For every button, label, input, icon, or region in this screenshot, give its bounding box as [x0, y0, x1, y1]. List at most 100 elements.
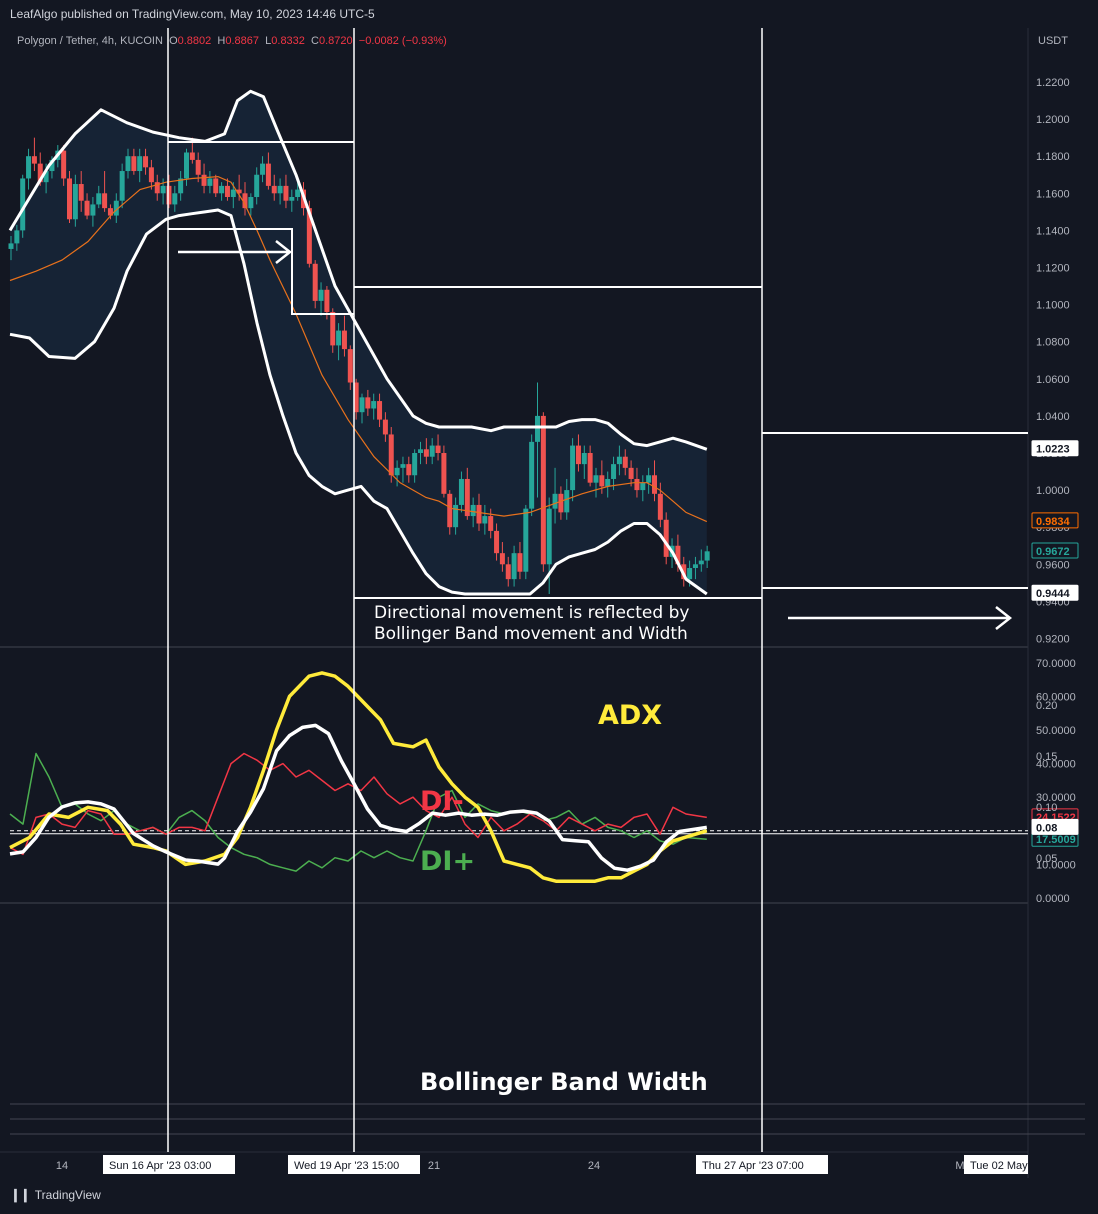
candle-body: [464, 478, 470, 517]
candle-body: [295, 189, 301, 198]
ohlc-high-label: H: [217, 35, 226, 47]
time-tick-label: M: [955, 1160, 964, 1172]
candle-body: [119, 171, 125, 201]
price-tick-label: 0.9600: [1036, 559, 1070, 571]
bollinger-upper-band: [8, 89, 708, 451]
candle-body: [43, 171, 49, 183]
bbw-value-label-box: [1031, 818, 1079, 835]
candle-body: [90, 204, 96, 216]
price-tick-label: 1.0000: [1036, 485, 1070, 497]
candle-body: [14, 230, 20, 244]
price-axis-unit: USDT: [1038, 35, 1068, 47]
candle-body: [429, 445, 435, 457]
adx-tick-label: 40.0000: [1036, 759, 1076, 771]
candle-body: [137, 156, 143, 172]
time-marker-label: Thu 27 Apr '23 07:00: [702, 1160, 804, 1172]
candle-body: [447, 493, 453, 528]
candle-body: [535, 415, 540, 442]
candle-body: [102, 193, 108, 209]
candle-body: [488, 516, 494, 531]
candle-body: [330, 312, 336, 346]
annotation-note: Directional movement is reflected by Boll…: [374, 603, 689, 645]
candle-body: [441, 453, 447, 494]
candle-body: [365, 397, 371, 409]
candle-body: [271, 185, 277, 194]
ohlc-open: 0.8802: [177, 35, 212, 47]
candle-body: [453, 504, 459, 528]
candle-body: [189, 152, 195, 160]
candle-body: [213, 178, 219, 194]
ohlc-close: 0.8720: [319, 35, 353, 47]
price-tick-label: 1.1600: [1036, 188, 1070, 200]
candle-body: [26, 156, 32, 179]
candle-body: [78, 184, 84, 201]
candle-body: [593, 475, 599, 483]
adx-tick-label: 0.0000: [1036, 893, 1070, 905]
candle-body: [418, 449, 423, 453]
candle-body: [529, 441, 535, 509]
candle-body: [341, 330, 347, 350]
candle-body: [336, 330, 342, 346]
price-label: 0.9834: [1036, 516, 1071, 528]
candle-body: [377, 401, 383, 420]
tradingview-brand[interactable]: ❙❙ TradingView: [10, 1187, 101, 1203]
candle-body: [242, 193, 248, 209]
candle-body: [143, 156, 149, 168]
annotation-note-line2: Bollinger Band movement and Width: [374, 624, 688, 644]
candle-body: [599, 475, 605, 487]
time-marker-box: [103, 1155, 235, 1174]
candle-body: [201, 174, 207, 186]
candle-body: [687, 568, 693, 580]
candle-body: [154, 182, 160, 194]
candle-body: [406, 464, 412, 476]
candle-body: [160, 185, 166, 194]
candle-body: [605, 478, 611, 487]
price-tick-label: 1.0800: [1036, 337, 1070, 349]
candle-body: [260, 163, 266, 175]
candle-body: [663, 519, 669, 557]
candle-body: [640, 482, 646, 491]
candle-body: [49, 159, 55, 172]
candle-body: [616, 456, 622, 465]
adx-tick-label: 70.0000: [1036, 658, 1076, 670]
candle-body: [646, 475, 652, 483]
price-label-box: [1031, 440, 1079, 457]
candle-body: [67, 178, 72, 220]
candle-body: [207, 178, 213, 186]
candle-body: [37, 163, 43, 183]
candle-body: [283, 185, 289, 201]
arrow-right-icon: [788, 606, 1013, 630]
adx-tick-label: 30.0000: [1036, 792, 1076, 804]
candle-body: [113, 200, 119, 216]
candle-body: [558, 493, 564, 513]
candle-body: [359, 397, 365, 413]
candle-body: [698, 560, 704, 565]
candle-body: [675, 545, 681, 565]
candle-body: [505, 564, 511, 580]
time-marker-label: Wed 19 Apr '23 15:00: [294, 1160, 399, 1172]
bbw-annotation: Bollinger Band Width: [420, 1068, 708, 1096]
ohlc-change: −0.0082 (−0.93%): [358, 35, 447, 47]
candle-body: [178, 178, 184, 194]
publish-info: LeafAlgo published on TradingView.com, M…: [10, 7, 375, 21]
candle-body: [219, 185, 225, 194]
candle-body: [324, 289, 330, 313]
di-plus-annotation: DI+: [420, 846, 475, 877]
candle-body: [470, 504, 476, 517]
bbw-value-label: 0.08: [1036, 822, 1057, 834]
time-marker-box: [696, 1155, 828, 1174]
candle-body: [312, 263, 318, 301]
candle-body: [523, 508, 529, 572]
time-marker-label: Tue 02 May: [970, 1160, 1028, 1172]
time-tick-label: 14: [56, 1160, 68, 1172]
candle-body: [634, 478, 640, 491]
price-label: 0.9672: [1036, 546, 1070, 558]
candle-body: [125, 156, 131, 172]
candle-body: [371, 401, 377, 409]
candle-body: [195, 159, 201, 175]
candle-body: [277, 185, 283, 194]
price-tick-label: 1.1400: [1036, 225, 1070, 237]
price-label: 1.0223: [1036, 444, 1070, 456]
